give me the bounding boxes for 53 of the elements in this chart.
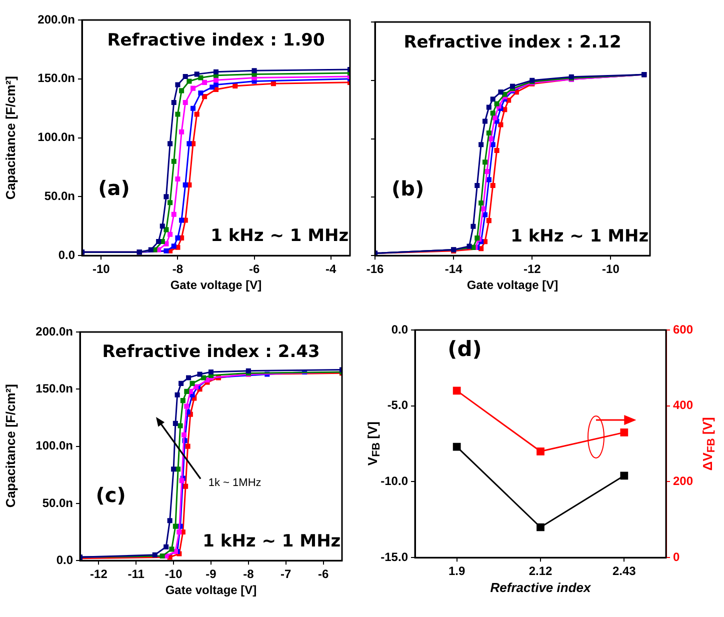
- x-tick-label: -16: [366, 262, 384, 276]
- annotation: 1 kHz ~ 1 MHz: [202, 532, 341, 552]
- y-tick-label: 0.0: [58, 248, 76, 262]
- y-axis-title: Capacitance [F/cm²]: [3, 75, 18, 202]
- x-tick-label: -14: [444, 262, 463, 276]
- x-tick-label: 2.43: [612, 564, 636, 578]
- y-tick-label: -10.0: [380, 474, 408, 488]
- y-tick-label: 0.0: [56, 552, 74, 567]
- x-tick-label: -10: [602, 262, 620, 276]
- y-tick-label: 50.0n: [42, 496, 73, 510]
- y-tick-label: 0.0: [391, 322, 408, 336]
- y-tick-label: -15.0: [380, 550, 408, 564]
- y-tick-label: 200.0n: [36, 324, 73, 338]
- x-axis-title: Refractive index: [489, 580, 592, 595]
- annotation: (b): [392, 176, 424, 200]
- y-tick-label: 200.0n: [38, 12, 75, 26]
- y2-tick-label: 400: [673, 398, 694, 412]
- annotation: 1 kHz ~ 1 MHz: [510, 226, 649, 246]
- x-tick-label: -6: [318, 567, 329, 582]
- y-axis-title: Capacitance [F/cm²]: [3, 384, 18, 510]
- x-tick-label: -12: [90, 567, 108, 582]
- y-tick-label: -5.0: [387, 398, 408, 412]
- annotation: (c): [96, 482, 126, 507]
- y-tick-label: 150.0n: [38, 71, 75, 86]
- annotation: (d): [448, 336, 482, 361]
- y-tick-label: 100.0n: [38, 130, 75, 144]
- x-tick-label: -12: [523, 262, 542, 276]
- x-tick-label: -10: [164, 567, 183, 582]
- x-tick-label: -7: [280, 567, 292, 582]
- x-tick-label: -9: [206, 567, 217, 582]
- x-tick-label: -8: [172, 262, 184, 276]
- annotation: Refractive index : 1.90: [107, 30, 325, 51]
- y2-tick-label: 200: [673, 474, 694, 488]
- y2-tick-label: 600: [673, 322, 694, 336]
- annotation: Refractive index : 2.12: [404, 32, 622, 52]
- annotation: 1k ~ 1MHz: [208, 476, 262, 489]
- y-tick-label: 50.0n: [44, 189, 75, 204]
- x-tick-label: -8: [243, 567, 254, 582]
- annotation: 1 kHz ~ 1 MHz: [210, 226, 349, 246]
- x-tick-label: -10: [92, 262, 110, 276]
- x-tick-label: -6: [248, 262, 260, 276]
- x-tick-label: -11: [128, 567, 145, 582]
- y-tick-label: 100.0n: [36, 438, 73, 453]
- x-axis-title: Gate voltage [V]: [164, 582, 258, 597]
- x-axis-title: Gate voltage [V]: [466, 278, 560, 292]
- x-axis-title: Gate voltage [V]: [169, 278, 263, 292]
- annotation: Refractive index : 2.43: [102, 342, 320, 362]
- x-tick-label: 2.12: [528, 564, 552, 578]
- x-tick-label: -4: [326, 262, 337, 276]
- x-tick-label: 1.9: [448, 564, 466, 578]
- y2-tick-label: 0: [673, 550, 680, 564]
- y-tick-label: 150.0n: [36, 381, 73, 396]
- annotation: (a): [98, 176, 130, 200]
